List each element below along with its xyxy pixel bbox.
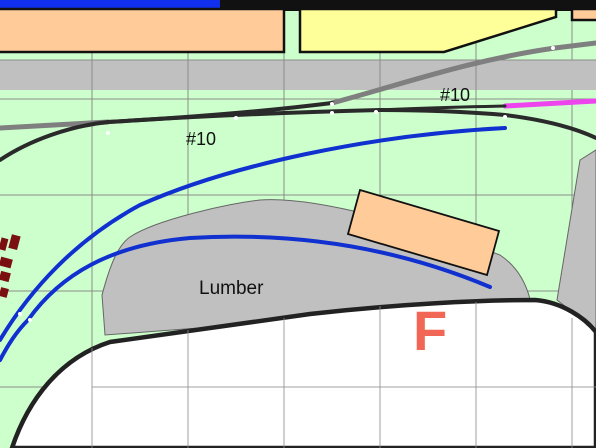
maroon-block [0, 237, 9, 251]
building-peach-top-left [0, 7, 286, 54]
track-joint [28, 318, 32, 322]
track-joint [374, 110, 378, 114]
lumber-building [346, 188, 501, 277]
blue-track-lower [0, 318, 30, 362]
maroon-block [0, 270, 11, 283]
white-aisle-region [9, 297, 596, 448]
building-yellow-top [298, 7, 558, 54]
main-track [0, 107, 596, 162]
building-peach-top-right [570, 7, 596, 22]
turnout-label-lower: #10 [186, 129, 216, 149]
maroon-block [8, 234, 21, 251]
track-joints [18, 46, 555, 322]
track-joint [330, 111, 334, 115]
track-joint [106, 131, 110, 135]
track-joint [18, 312, 22, 316]
tracks [0, 40, 596, 362]
road-strip [0, 60, 596, 90]
blue-track-outer [0, 126, 507, 342]
magenta-lead-track [378, 104, 507, 112]
maroon-block [0, 256, 13, 269]
maroon-structures [0, 234, 21, 298]
top-edge-black [0, 0, 596, 11]
track-joint [234, 116, 238, 120]
track-joint [551, 46, 555, 50]
maroon-block [0, 287, 9, 298]
track-joint [330, 102, 334, 106]
top-edge-blue [0, 0, 220, 11]
industry-label-lumber: Lumber [199, 278, 264, 299]
magenta-track [502, 98, 596, 109]
crossover-track [106, 101, 334, 124]
turnout-label-upper: #10 [440, 85, 470, 105]
blue-track-lumber-spur [26, 234, 492, 322]
track-joint [503, 115, 507, 119]
zone-letter: F [413, 299, 447, 362]
gray-track-upper-right [329, 40, 596, 106]
